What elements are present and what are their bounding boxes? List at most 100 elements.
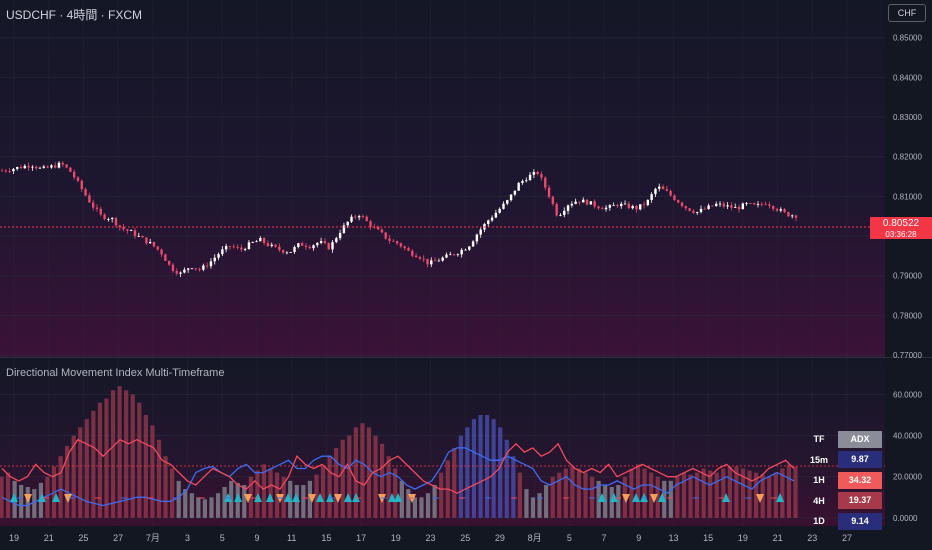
candle-body — [297, 243, 300, 247]
candle — [726, 202, 729, 210]
symbol-title[interactable]: USDCHF · 4時間 · FXCM — [6, 8, 142, 22]
candle-body — [50, 165, 53, 168]
candle — [213, 254, 216, 265]
candle-body — [661, 186, 665, 190]
table-header-tf: TF — [813, 434, 825, 445]
candle — [27, 162, 30, 171]
price-scale[interactable] — [885, 0, 932, 526]
candle-body — [103, 214, 106, 220]
candle-body — [76, 177, 80, 181]
candle-body — [327, 243, 330, 250]
adx-bar — [320, 466, 326, 518]
candle — [449, 251, 452, 256]
candle-body — [707, 205, 710, 210]
candle — [95, 204, 99, 212]
candle — [91, 199, 95, 211]
candle — [779, 207, 783, 213]
candle — [369, 219, 372, 231]
candle-body — [544, 177, 547, 188]
candle — [521, 179, 524, 185]
candle — [745, 202, 748, 206]
candle — [236, 244, 239, 250]
adx-bar — [58, 456, 63, 518]
candle — [509, 194, 513, 202]
candle — [791, 214, 794, 219]
candle-body — [574, 201, 577, 204]
di-minus-line — [1, 438, 795, 494]
candle — [544, 176, 547, 191]
adx-bar — [701, 468, 706, 518]
candle — [179, 271, 182, 278]
candle-body — [475, 234, 479, 242]
candle — [536, 170, 539, 176]
candle — [152, 241, 156, 248]
candle — [407, 246, 410, 252]
candle-body — [259, 237, 262, 242]
adx-bar — [84, 419, 89, 518]
candle — [335, 236, 338, 244]
candle — [323, 238, 327, 245]
candle-body — [365, 216, 368, 222]
last-price-tag: 0.80522 03:36:28 — [870, 217, 932, 239]
candle-body — [445, 254, 448, 258]
candle — [232, 244, 235, 249]
adx-bar — [412, 497, 418, 518]
candle-body — [460, 249, 463, 255]
candle — [122, 223, 125, 232]
candle — [266, 240, 270, 248]
candle — [399, 242, 403, 249]
candle-body — [582, 199, 585, 203]
candle — [46, 165, 49, 169]
currency-button[interactable]: CHF — [888, 4, 926, 22]
adx-bar — [570, 466, 575, 518]
time-scale[interactable] — [0, 526, 932, 550]
triangle-down-icon — [756, 494, 764, 503]
indicator-tick-label: 40.0000 — [893, 432, 922, 441]
candle-body — [308, 246, 311, 249]
candle — [498, 207, 501, 214]
triangle-up-icon — [316, 493, 324, 502]
adx-bar — [360, 423, 365, 518]
indicator-title[interactable]: Directional Movement Index Multi-Timefra… — [6, 367, 225, 379]
candle — [69, 167, 72, 173]
candle — [650, 192, 653, 203]
candle-body — [217, 254, 220, 258]
triangle-down-icon — [308, 494, 316, 503]
candle — [160, 248, 163, 258]
candle — [426, 258, 429, 268]
adx-bar — [353, 427, 358, 518]
adx-bar — [635, 464, 641, 518]
time-tick-label: 23 — [425, 533, 435, 543]
candle — [373, 223, 376, 229]
candle — [559, 213, 562, 217]
candle-body — [221, 249, 224, 255]
candle-body — [42, 166, 45, 168]
candle-body — [517, 182, 520, 191]
candle-body — [84, 189, 87, 196]
candle — [452, 253, 456, 257]
candle — [209, 258, 213, 269]
candle-body — [452, 254, 456, 256]
candle-body — [422, 258, 425, 260]
candle-body — [441, 257, 444, 261]
candle — [525, 177, 528, 183]
adx-bar — [137, 402, 142, 518]
candle-body — [270, 244, 273, 247]
candle — [251, 241, 254, 244]
candle — [768, 201, 771, 209]
di-plus-line — [1, 447, 795, 507]
triangle-down-icon — [622, 494, 630, 503]
candle — [665, 185, 669, 192]
triangle-up-icon — [52, 493, 60, 502]
adx-bar — [484, 415, 490, 518]
candle-body — [323, 241, 327, 244]
candle-body — [726, 205, 729, 207]
candle-body — [696, 212, 699, 213]
candle — [361, 214, 365, 219]
time-tick-label: 5 — [567, 533, 572, 543]
candle-body — [471, 241, 475, 247]
candle-body — [745, 202, 748, 204]
adx-bar — [714, 472, 719, 518]
